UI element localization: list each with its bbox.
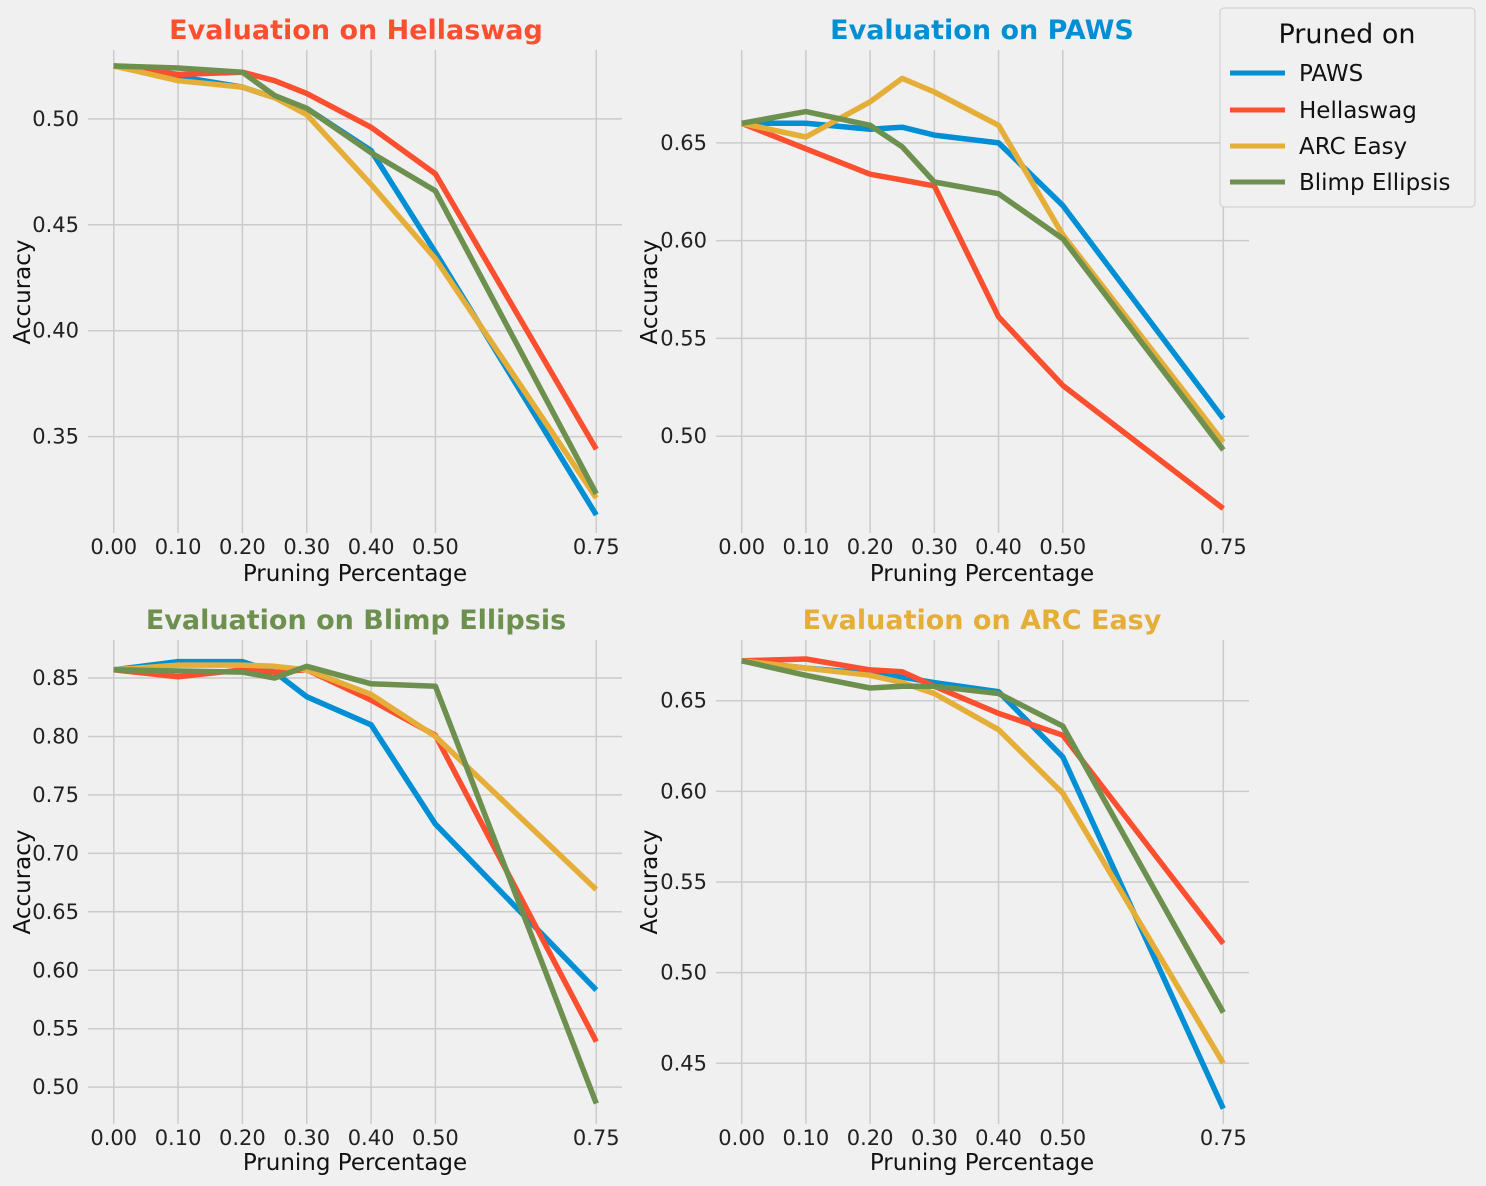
series-line-paws bbox=[741, 120, 1226, 421]
x-axis-label: Pruning Percentage bbox=[870, 561, 1094, 587]
subplot-hellaswag: 0.00 0.10 0.20 0.30 0.40 0.50 0.75 0.35 0.40 0.45… bbox=[10, 15, 622, 587]
y-tick-label: 0.45 bbox=[32, 213, 79, 237]
y-axis-label: Accuracy bbox=[637, 239, 663, 344]
legend-title: Pruned on bbox=[1278, 19, 1415, 50]
series-line-blimp-ellipsis bbox=[741, 108, 1226, 452]
x-tick-label: 0.75 bbox=[573, 535, 620, 559]
x-tick-label: 0.00 bbox=[718, 535, 765, 559]
y-tick-label: 0.75 bbox=[32, 783, 79, 807]
legend: Pruned on PAWS Hellaswag ARC Easy Blimp … bbox=[1219, 7, 1476, 208]
x-tick-label: 0.30 bbox=[911, 535, 958, 559]
subplot-title: Evaluation on Blimp Ellipsis bbox=[146, 605, 566, 636]
series-line-blimp-ellipsis bbox=[741, 658, 1226, 1014]
legend-entry: Blimp Ellipsis bbox=[1230, 170, 1451, 196]
y-tick-label: 0.65 bbox=[660, 131, 707, 155]
plot-area: 0.00 0.10 0.20 0.30 0.40 0.50 0.75 0.45 0.50 0.55… bbox=[660, 640, 1249, 1150]
y-tick-label: 0.60 bbox=[660, 229, 707, 253]
x-tick-label: 0.00 bbox=[90, 1126, 137, 1150]
legend-entry: Hellaswag bbox=[1230, 98, 1417, 124]
x-tick-label: 0.10 bbox=[155, 535, 202, 559]
legend-entry: PAWS bbox=[1230, 61, 1363, 87]
y-axis-label: Accuracy bbox=[637, 829, 663, 934]
subplot-title: Evaluation on PAWS bbox=[830, 15, 1134, 46]
x-tick-label: 0.30 bbox=[283, 535, 330, 559]
x-tick-label: 0.40 bbox=[348, 535, 395, 559]
x-tick-label: 0.75 bbox=[1200, 1126, 1247, 1150]
y-tick-label: 0.50 bbox=[660, 424, 707, 448]
series-line-arc-easy bbox=[113, 63, 599, 500]
y-tick-label: 0.55 bbox=[660, 326, 707, 350]
x-tick-label: 0.10 bbox=[155, 1126, 202, 1150]
subplot-title: Evaluation on Hellaswag bbox=[169, 15, 543, 46]
legend-entry: ARC Easy bbox=[1230, 134, 1407, 160]
series-line-paws bbox=[113, 658, 599, 993]
plot-area: 0.00 0.10 0.20 0.30 0.40 0.50 0.75 0.50 0.55 0.60… bbox=[660, 50, 1249, 559]
subplot-title: Evaluation on ARC Easy bbox=[803, 605, 1162, 636]
x-tick-label: 0.40 bbox=[975, 535, 1022, 559]
x-tick-label: 0.20 bbox=[219, 535, 266, 559]
y-tick-label: 0.65 bbox=[32, 900, 79, 924]
series-line-hellaswag bbox=[113, 63, 599, 451]
plot-area: 0.00 0.10 0.20 0.30 0.40 0.50 0.75 0.50 0.55 0.60… bbox=[32, 640, 622, 1150]
y-tick-label: 0.50 bbox=[32, 1075, 79, 1099]
x-tick-label: 0.50 bbox=[412, 535, 459, 559]
x-tick-label: 0.20 bbox=[219, 1126, 266, 1150]
legend-label: PAWS bbox=[1299, 61, 1363, 87]
y-tick-label: 0.35 bbox=[32, 425, 79, 449]
x-tick-label: 0.50 bbox=[1039, 1126, 1086, 1150]
x-tick-label: 0.00 bbox=[718, 1126, 765, 1150]
y-tick-label: 0.55 bbox=[32, 1017, 79, 1041]
subplot-paws: 0.00 0.10 0.20 0.30 0.40 0.50 0.75 0.50 0.55 0.60… bbox=[637, 15, 1249, 587]
x-tick-label: 0.20 bbox=[847, 1126, 894, 1150]
subplot-blimp-ellipsis: 0.00 0.10 0.20 0.30 0.40 0.50 0.75 0.50 0.55 0.60… bbox=[10, 605, 622, 1176]
legend-label: Hellaswag bbox=[1299, 98, 1417, 124]
series-line-hellaswag bbox=[741, 656, 1226, 946]
y-tick-label: 0.70 bbox=[32, 841, 79, 865]
y-axis-label: Accuracy bbox=[10, 829, 36, 934]
y-tick-label: 0.40 bbox=[32, 319, 79, 343]
y-tick-label: 0.60 bbox=[32, 958, 79, 982]
x-tick-label: 0.10 bbox=[783, 1126, 830, 1150]
y-tick-label: 0.60 bbox=[660, 779, 707, 803]
y-tick-label: 0.50 bbox=[660, 961, 707, 985]
y-axis-label: Accuracy bbox=[10, 239, 36, 344]
series-line-blimp-ellipsis bbox=[113, 663, 599, 1105]
y-tick-label: 0.45 bbox=[660, 1051, 707, 1075]
x-tick-label: 0.40 bbox=[975, 1126, 1022, 1150]
x-tick-label: 0.30 bbox=[283, 1126, 330, 1150]
x-tick-label: 0.20 bbox=[847, 535, 894, 559]
series-line-blimp-ellipsis bbox=[113, 63, 599, 496]
plot-area: 0.00 0.10 0.20 0.30 0.40 0.50 0.75 0.35 0.40 0.45… bbox=[32, 50, 622, 559]
x-axis-label: Pruning Percentage bbox=[870, 1150, 1094, 1176]
x-tick-label: 0.50 bbox=[1039, 535, 1086, 559]
y-tick-label: 0.85 bbox=[32, 666, 79, 690]
x-tick-label: 0.75 bbox=[573, 1126, 620, 1150]
x-tick-label: 0.10 bbox=[783, 535, 830, 559]
y-tick-label: 0.50 bbox=[32, 107, 79, 131]
x-axis-label: Pruning Percentage bbox=[243, 1150, 467, 1176]
x-axis-label: Pruning Percentage bbox=[243, 561, 467, 587]
legend-box bbox=[1219, 7, 1476, 208]
x-tick-label: 0.50 bbox=[412, 1126, 459, 1150]
legend-label: Blimp Ellipsis bbox=[1299, 170, 1451, 196]
x-tick-label: 0.00 bbox=[90, 535, 137, 559]
series-line-arc-easy bbox=[741, 75, 1226, 444]
y-tick-label: 0.55 bbox=[660, 870, 707, 894]
series-line-arc-easy bbox=[113, 662, 599, 892]
x-tick-label: 0.75 bbox=[1200, 535, 1247, 559]
series-line-hellaswag bbox=[740, 120, 1225, 511]
y-tick-label: 0.80 bbox=[32, 724, 79, 748]
subplot-arc-easy: 0.00 0.10 0.20 0.30 0.40 0.50 0.75 0.45 0.50 0.55… bbox=[637, 605, 1249, 1176]
x-tick-label: 0.30 bbox=[911, 1126, 958, 1150]
legend-label: ARC Easy bbox=[1299, 134, 1407, 160]
x-tick-label: 0.40 bbox=[348, 1126, 395, 1150]
y-tick-label: 0.65 bbox=[660, 689, 707, 713]
